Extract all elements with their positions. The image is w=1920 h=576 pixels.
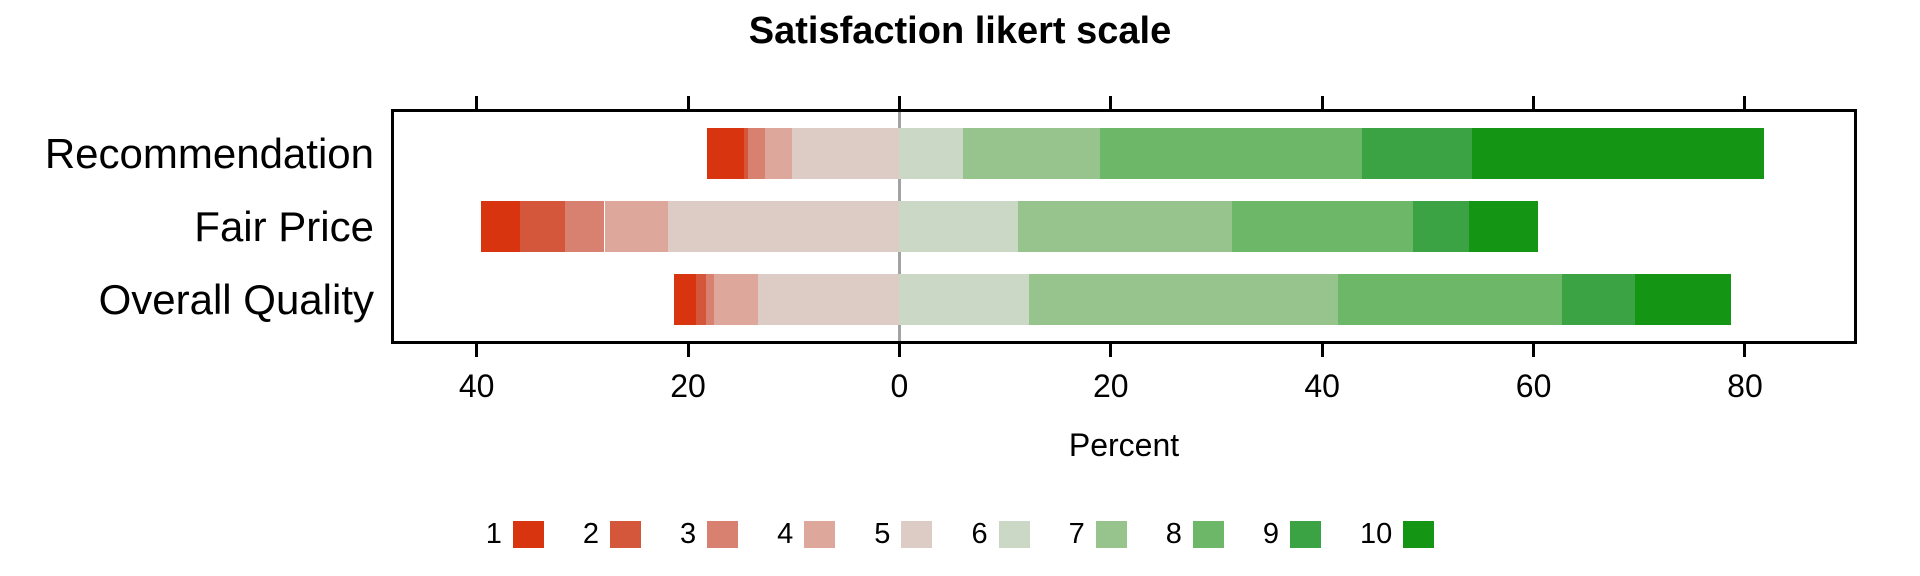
chart-title: Satisfaction likert scale: [748, 10, 1172, 52]
bar-segment: [899, 128, 963, 179]
row-label: Recommendation: [44, 129, 374, 177]
x-tick-label: 80: [1727, 368, 1763, 404]
x-axis-tick-bottom: [686, 344, 690, 357]
legend-swatch: [610, 520, 642, 548]
legend-item: 4: [777, 517, 836, 551]
bar-segment: [962, 128, 1101, 179]
plot-area: [391, 109, 1857, 344]
bar-segment: [674, 274, 697, 325]
x-tick-label: 40: [1304, 368, 1340, 404]
x-tick-label: 20: [1092, 368, 1129, 404]
bar-segment: [705, 274, 715, 325]
bar-segment: [1472, 128, 1764, 179]
x-axis-tick-bottom: [1743, 344, 1747, 357]
x-tick-label: 0: [890, 368, 909, 404]
legend-label: 9: [1262, 517, 1279, 550]
x-axis-tick-top: [475, 96, 479, 109]
bar-segment: [1413, 201, 1470, 252]
legend-swatch: [707, 520, 739, 548]
bar-segment: [748, 128, 766, 179]
legend-label: 7: [1068, 517, 1085, 550]
bar-segment: [791, 128, 900, 179]
bar-segment: [899, 274, 1030, 325]
bar-segment: [714, 274, 758, 325]
row-label: Overall Quality: [98, 275, 374, 323]
legend-swatch: [1290, 520, 1321, 548]
legend-item: 1: [486, 518, 544, 551]
x-axis-tick-top: [1320, 96, 1324, 109]
legend-item: 9: [1263, 518, 1321, 551]
legend-swatch: [1192, 520, 1224, 548]
x-tick-label: 20: [670, 368, 706, 404]
legend-label: 5: [874, 517, 891, 550]
legend-item: 5: [874, 517, 933, 551]
bar-segment: [604, 201, 668, 252]
legend-swatch: [1403, 520, 1435, 548]
legend-item: 8: [1166, 518, 1224, 551]
bar-segment: [765, 128, 792, 179]
legend-swatch: [512, 520, 544, 548]
x-tick-label: 60: [1515, 368, 1552, 404]
bar-segment: [565, 201, 605, 252]
legend-item: 10: [1360, 517, 1435, 551]
bar-segment: [757, 274, 900, 325]
x-axis-tick-bottom: [475, 344, 479, 357]
legend-swatch: [998, 520, 1030, 548]
bar-segment: [1362, 128, 1473, 179]
x-axis-tick-top: [686, 96, 690, 109]
row-label: Fair Price: [194, 202, 374, 250]
legend-item: 6: [971, 517, 1030, 551]
legend-label: 10: [1360, 517, 1393, 550]
x-axis-tick-top: [897, 96, 901, 109]
legend-label: 2: [582, 517, 600, 550]
legend-swatch: [1095, 520, 1127, 548]
bar-segment: [1029, 274, 1339, 325]
legend: 1 2 3 4 5 6 7 8 9 10: [0, 514, 1920, 554]
x-axis-tick-top: [1532, 96, 1536, 109]
bar-segment: [1100, 128, 1363, 179]
bar-segment: [480, 201, 520, 252]
legend-item: 7: [1069, 518, 1127, 551]
bar-segment: [1562, 274, 1636, 325]
x-axis-title: Percent: [1068, 427, 1180, 463]
legend-swatch: [804, 520, 836, 548]
x-axis-tick-bottom: [1320, 344, 1324, 357]
bar-segment: [707, 128, 744, 179]
legend-item: 3: [680, 517, 739, 551]
x-axis-tick-bottom: [1109, 344, 1113, 357]
x-axis-tick-top: [1743, 96, 1747, 109]
bar-segment: [1232, 201, 1414, 252]
bar-segment: [1338, 274, 1563, 325]
x-axis-tick-top: [1109, 96, 1113, 109]
legend-label: 3: [680, 517, 697, 550]
bar-segment: [899, 201, 1018, 252]
legend-label: 6: [971, 517, 988, 550]
bar-segment: [1469, 201, 1538, 252]
bar-segment: [1017, 201, 1233, 252]
legend-label: 4: [777, 517, 794, 550]
bar-segment: [667, 201, 900, 252]
legend-item: 2: [582, 517, 642, 551]
bar-segment: [519, 201, 566, 252]
x-axis-tick-bottom: [1532, 344, 1536, 357]
x-axis-tick-bottom: [897, 344, 901, 357]
x-tick-label: 40: [458, 368, 495, 404]
legend-label: 8: [1165, 517, 1182, 550]
legend-swatch: [901, 520, 933, 548]
legend-label: 1: [485, 517, 502, 550]
bar-segment: [1635, 274, 1732, 325]
bar-segment: [744, 128, 749, 179]
bar-segment: [696, 274, 706, 325]
